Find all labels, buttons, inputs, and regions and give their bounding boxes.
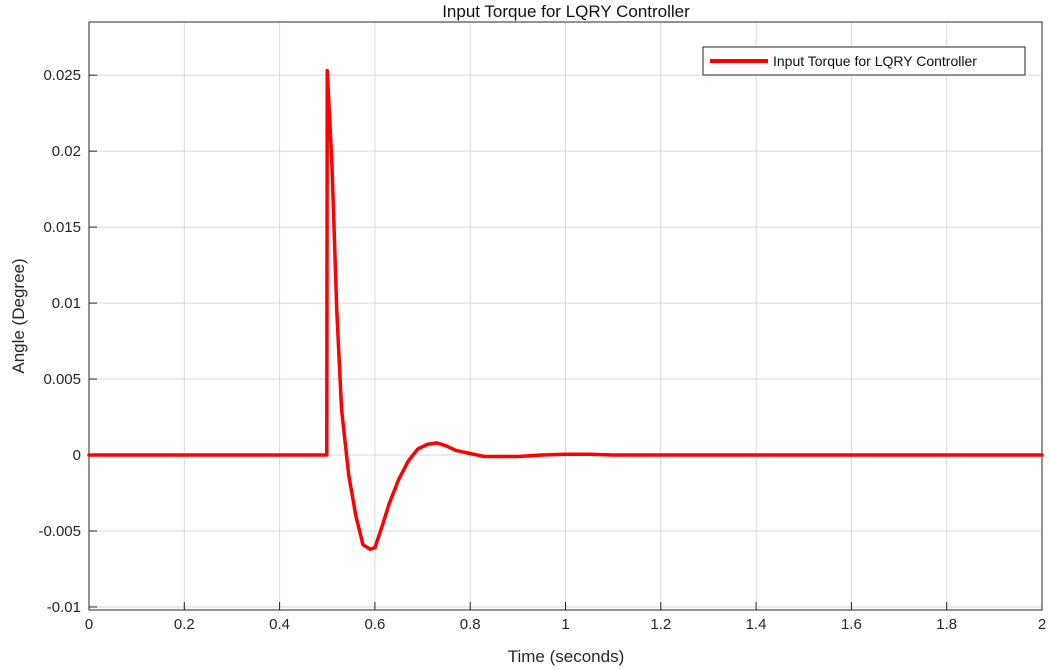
x-tick-label: 2 [1038, 616, 1046, 633]
y-tick-label: 0.01 [52, 295, 81, 312]
legend-entry-label: Input Torque for LQRY Controller [773, 53, 977, 69]
y-tick-label: -0.01 [47, 599, 81, 616]
y-axis: -0.01 -0.005 0 0.005 0.01 0.015 0.02 0.025 [38, 67, 97, 616]
y-tick-label: 0 [73, 447, 81, 464]
x-tick-label: 1.2 [650, 616, 671, 633]
x-tick-label: 1 [561, 616, 569, 633]
x-tick-label: 1.6 [841, 616, 862, 633]
series-group [87, 68, 1044, 551]
x-tick-label: 1.8 [936, 616, 957, 633]
y-tick-label: -0.005 [38, 523, 81, 540]
chart-title: Input Torque for LQRY Controller [442, 2, 690, 21]
x-tick-label: 0.8 [460, 616, 481, 633]
y-tick-label: 0.02 [52, 143, 81, 160]
x-tick-label: 0.2 [174, 616, 195, 633]
y-tick-label: 0.025 [43, 67, 81, 84]
x-tick-label: 0.6 [364, 616, 385, 633]
x-tick-label: 1.4 [746, 616, 767, 633]
y-tick-label: 0.015 [43, 219, 81, 236]
y-axis-title: Angle (Degree) [9, 258, 28, 373]
series-line-0 [87, 68, 1044, 551]
y-tick-label: 0.005 [43, 371, 81, 388]
legend[interactable]: Input Torque for LQRY Controller [702, 46, 1026, 76]
x-axis: 0 0.2 0.4 0.6 0.8 1 1.2 1.4 1.6 1.8 2 [85, 602, 1046, 633]
x-axis-title: Time (seconds) [508, 647, 625, 666]
x-tick-label: 0.4 [269, 616, 290, 633]
x-tick-label: 0 [85, 616, 93, 633]
